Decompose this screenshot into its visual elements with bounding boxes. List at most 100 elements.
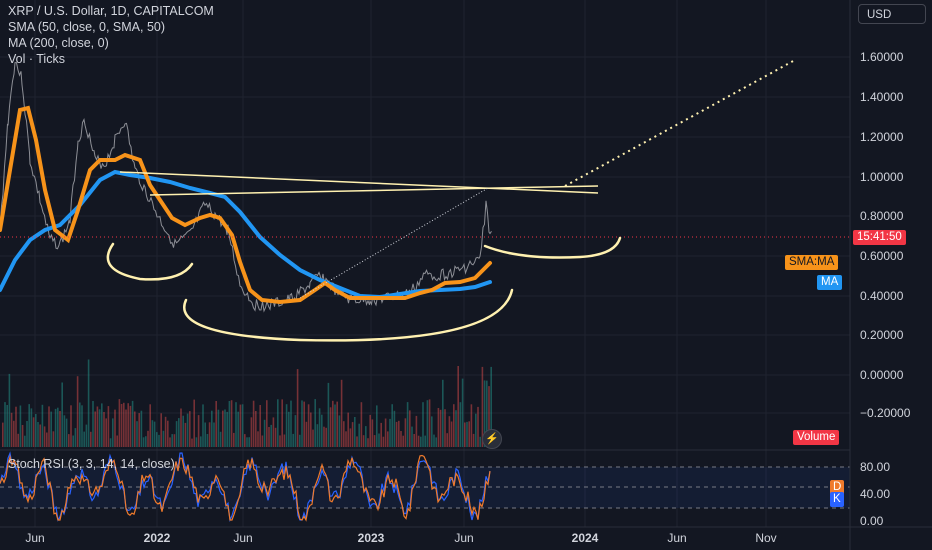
volume-bar bbox=[156, 432, 158, 447]
volume-bar bbox=[182, 415, 184, 447]
volume-bar bbox=[116, 435, 118, 447]
volume-bar bbox=[277, 399, 279, 447]
volume-bar bbox=[343, 421, 345, 447]
volume-bar bbox=[413, 434, 415, 447]
stoch-k-line bbox=[0, 451, 491, 523]
volume-bar bbox=[213, 422, 215, 447]
volume-bar bbox=[299, 434, 301, 447]
dotted-trendline-projection[interactable] bbox=[564, 59, 796, 187]
volume-bar bbox=[145, 436, 147, 447]
volume-bar bbox=[305, 421, 308, 447]
volume-bar bbox=[257, 431, 259, 447]
volume-bar bbox=[151, 420, 154, 447]
lightning-icon[interactable]: ⚡ bbox=[482, 429, 502, 449]
volume-bar bbox=[118, 399, 121, 447]
legend-sma[interactable]: SMA (50, close, 0, SMA, 50) bbox=[8, 20, 166, 34]
volume-bar bbox=[85, 424, 88, 447]
currency-button[interactable]: USD bbox=[858, 4, 926, 24]
legend-vol[interactable]: Vol · Ticks bbox=[8, 52, 65, 66]
volume-bar bbox=[114, 409, 116, 447]
volume-bar bbox=[39, 424, 41, 447]
volume-bar bbox=[444, 409, 446, 447]
sma-ma-tag: SMA:MA bbox=[785, 255, 839, 270]
volume-bar bbox=[120, 404, 123, 447]
price-tick: 1.60000 bbox=[860, 50, 904, 64]
volume-tag: Volume bbox=[793, 430, 840, 445]
volume-bar bbox=[252, 400, 255, 447]
legend-symbol[interactable]: XRP / U.S. Dollar, 1D, CAPITALCOM bbox=[8, 4, 214, 18]
volume-bar bbox=[457, 366, 459, 447]
volume-bar bbox=[197, 415, 200, 447]
volume-bar bbox=[285, 404, 288, 447]
volume-bar bbox=[142, 437, 145, 447]
volume-bar bbox=[101, 403, 103, 447]
volume-bar bbox=[373, 435, 376, 447]
volume-bar bbox=[250, 417, 253, 447]
volume-bar bbox=[19, 405, 22, 447]
drawing-cup-large[interactable] bbox=[183, 288, 514, 342]
volume-bar bbox=[109, 438, 112, 447]
volume-bar bbox=[87, 359, 90, 447]
volume-bar bbox=[68, 434, 70, 447]
price-tick: 0.40000 bbox=[860, 289, 904, 303]
drawing-cup-right[interactable] bbox=[483, 236, 622, 259]
volume-bar bbox=[395, 421, 398, 447]
volume-bar bbox=[2, 422, 4, 447]
volume-bar bbox=[486, 380, 488, 447]
trendline-lower[interactable] bbox=[149, 185, 599, 196]
trendline-upper[interactable] bbox=[119, 171, 599, 194]
volume-bar bbox=[378, 433, 380, 447]
volume-bar bbox=[57, 407, 59, 447]
volume-bar bbox=[178, 418, 180, 447]
volume-bar bbox=[244, 434, 246, 447]
volume-bar bbox=[272, 417, 275, 447]
osc-d-tag: D bbox=[830, 480, 845, 495]
osc-title[interactable]: Stoch RSI (3, 3, 14, 14, close) bbox=[8, 457, 175, 471]
volume-bar bbox=[488, 386, 490, 447]
volume-bar bbox=[233, 432, 235, 447]
volume-bar bbox=[360, 402, 363, 447]
price-tick: 0.80000 bbox=[860, 209, 904, 223]
volume-bar bbox=[52, 431, 55, 447]
volume-bar bbox=[263, 419, 266, 447]
ma-tag: MA bbox=[817, 275, 843, 290]
volume-bar bbox=[186, 413, 189, 447]
dotted-trendline-thin[interactable] bbox=[299, 187, 489, 299]
volume-bar bbox=[255, 411, 257, 447]
volume-bar bbox=[164, 416, 167, 447]
drawing-cup-left[interactable] bbox=[106, 242, 194, 281]
volume-bar bbox=[325, 427, 327, 447]
volume-bar bbox=[435, 437, 437, 447]
volume-bar bbox=[173, 434, 176, 447]
volume-bar bbox=[459, 402, 462, 447]
volume-bar bbox=[131, 400, 134, 447]
price-tick: 0.60000 bbox=[860, 249, 904, 263]
volume-bar bbox=[400, 431, 402, 447]
volume-bar bbox=[65, 418, 68, 447]
volume-bar bbox=[162, 430, 165, 447]
volume-bar bbox=[411, 426, 413, 447]
volume-bar bbox=[30, 408, 33, 447]
volume-bar bbox=[81, 405, 83, 447]
volume-bar bbox=[428, 399, 431, 447]
volume-bar bbox=[327, 382, 330, 447]
volume-bar bbox=[448, 416, 451, 447]
volume-bar bbox=[283, 434, 286, 447]
volume-bar bbox=[237, 411, 239, 447]
volume-bar bbox=[356, 436, 358, 447]
legend-ma[interactable]: MA (200, close, 0) bbox=[8, 36, 109, 50]
price-tick: 1.20000 bbox=[860, 130, 904, 144]
volume-bar bbox=[127, 403, 129, 447]
volume-bar bbox=[261, 435, 264, 447]
volume-bar bbox=[193, 399, 195, 447]
volume-bar bbox=[340, 379, 343, 447]
volume-bar bbox=[417, 435, 420, 447]
volume-bar bbox=[24, 435, 26, 447]
volume-bar bbox=[389, 418, 391, 447]
volume-bar bbox=[79, 402, 81, 447]
volume-bar bbox=[270, 424, 272, 447]
volume-bar bbox=[334, 404, 336, 447]
volume-bar bbox=[398, 420, 400, 447]
volume-bar bbox=[431, 416, 433, 447]
